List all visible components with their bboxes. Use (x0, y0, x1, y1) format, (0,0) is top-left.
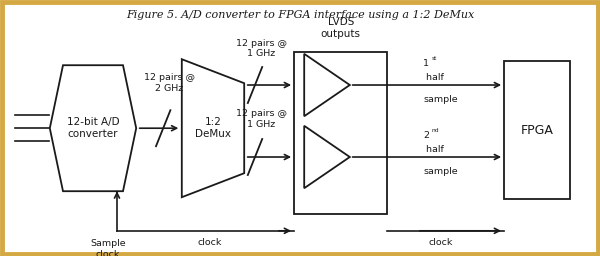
Text: FPGA: FPGA (521, 123, 553, 136)
Text: st: st (431, 56, 437, 61)
Text: half: half (423, 145, 444, 154)
Bar (294, 52, 387, 214)
Text: 1:2
DeMux: 1:2 DeMux (195, 118, 231, 139)
Polygon shape (304, 126, 350, 188)
Text: 1: 1 (423, 59, 429, 68)
Text: Sample
clock: Sample clock (90, 239, 126, 256)
Text: sample: sample (423, 167, 458, 176)
Text: 12 pairs @
1 GHz: 12 pairs @ 1 GHz (235, 39, 287, 58)
Text: Figure 5. A/D converter to FPGA interface using a 1:2 DeMux: Figure 5. A/D converter to FPGA interfac… (126, 10, 474, 20)
Text: half: half (423, 73, 444, 82)
Polygon shape (304, 54, 350, 116)
Bar (504, 61, 570, 199)
Text: 12-bit A/D
converter: 12-bit A/D converter (67, 118, 119, 139)
Text: nd: nd (431, 128, 439, 133)
Text: 12 pairs @
1 GHz: 12 pairs @ 1 GHz (235, 109, 287, 129)
Polygon shape (50, 65, 136, 191)
Text: sample: sample (423, 95, 458, 104)
FancyBboxPatch shape (2, 2, 598, 254)
Text: clock: clock (198, 238, 222, 247)
Text: LVDS
outputs: LVDS outputs (321, 17, 361, 39)
Polygon shape (182, 59, 244, 197)
Text: 12 pairs @
2 GHz: 12 pairs @ 2 GHz (144, 73, 194, 93)
Text: clock: clock (429, 238, 453, 247)
Text: 2: 2 (423, 131, 429, 140)
